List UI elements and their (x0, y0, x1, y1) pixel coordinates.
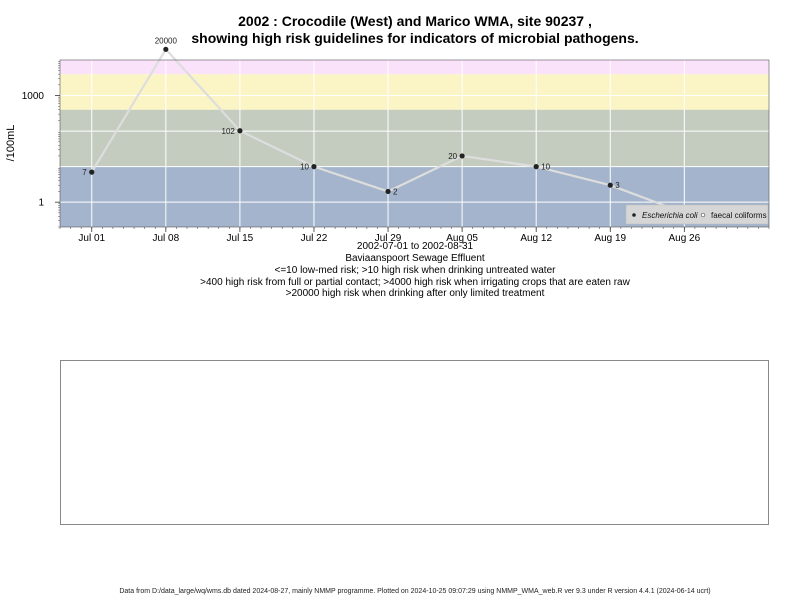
y-axis-label: /100mL (5, 125, 17, 162)
legend: Escherichia coli faecal coliforms (625, 204, 769, 225)
data-label-6: 10 (541, 163, 550, 172)
caption-guideline-3: >20000 high risk when drinking after onl… (285, 288, 545, 299)
caption-site-name: Baviaanspoort Sewage Effluent (345, 253, 485, 264)
data-point-7 (607, 182, 613, 188)
y-tick-label-0: 1 (38, 198, 44, 209)
data-point-2 (237, 128, 243, 134)
x-tick-label-6: Aug 12 (520, 233, 552, 244)
plot-frame (59, 59, 770, 228)
y-tick-label-1: 1000 (22, 91, 45, 102)
caption-guideline-2: >400 high risk from full or partial cont… (200, 277, 630, 288)
data-label-1: 20000 (155, 36, 178, 45)
data-point-4 (385, 188, 391, 195)
series-points (89, 46, 687, 216)
data-label-5: 20 (448, 152, 457, 161)
legend-marker-ecoli (632, 213, 636, 217)
data-point-6 (533, 164, 539, 170)
x-tick-label-4: Jul 29 (375, 233, 402, 244)
data-label-2: 102 (222, 127, 236, 136)
x-tick-label-5: Aug 05 (446, 233, 478, 244)
data-label-0: 7 (82, 168, 87, 177)
risk-band-1 (60, 109, 769, 167)
legend-box (625, 204, 769, 225)
data-point-3 (311, 164, 317, 170)
risk-band-3 (60, 60, 769, 75)
x-axis: Jul 01 Jul 08 Jul 15 Jul 22 Jul 29 Aug 05 Aug … (59, 227, 770, 244)
x-tick-label-7: Aug 19 (594, 233, 626, 244)
chart-title: 2002 : Crocodile (West) and Marico WMA, … (238, 13, 592, 29)
data-label-3: 10 (300, 163, 309, 172)
caption-date-range: 2002-07-01 to 2002-08-31 (356, 241, 474, 252)
risk-bands (60, 60, 769, 227)
legend-label-faecal: faecal coliforms (711, 211, 767, 220)
risk-band-2 (60, 74, 769, 110)
empty-second-panel (60, 360, 769, 525)
data-point-0 (89, 169, 95, 175)
x-tick-label-2: Jul 15 (227, 233, 254, 244)
chart-subtitle: showing high risk guidelines for indicat… (191, 30, 639, 46)
data-label-7: 3 (615, 181, 620, 190)
x-tick-label-1: Jul 08 (152, 233, 179, 244)
data-point-5 (459, 153, 465, 159)
data-label-4: 2 (393, 187, 398, 196)
x-tick-label-8: Aug 26 (668, 233, 700, 244)
grid-lines (60, 60, 769, 227)
caption-guideline-1: <=10 low-med risk; >10 high risk when dr… (274, 265, 556, 276)
x-tick-label-0: Jul 01 (78, 233, 105, 244)
x-tick-label-3: Jul 22 (301, 233, 328, 244)
footer-note: Data from D:/data_large/wq/wms.db dated … (119, 588, 711, 595)
legend-marker-faecal (700, 212, 706, 218)
legend-label-ecoli: Escherichia coli (642, 211, 698, 220)
data-point-1 (163, 46, 169, 52)
y-axis: 1 1000 (22, 61, 60, 228)
